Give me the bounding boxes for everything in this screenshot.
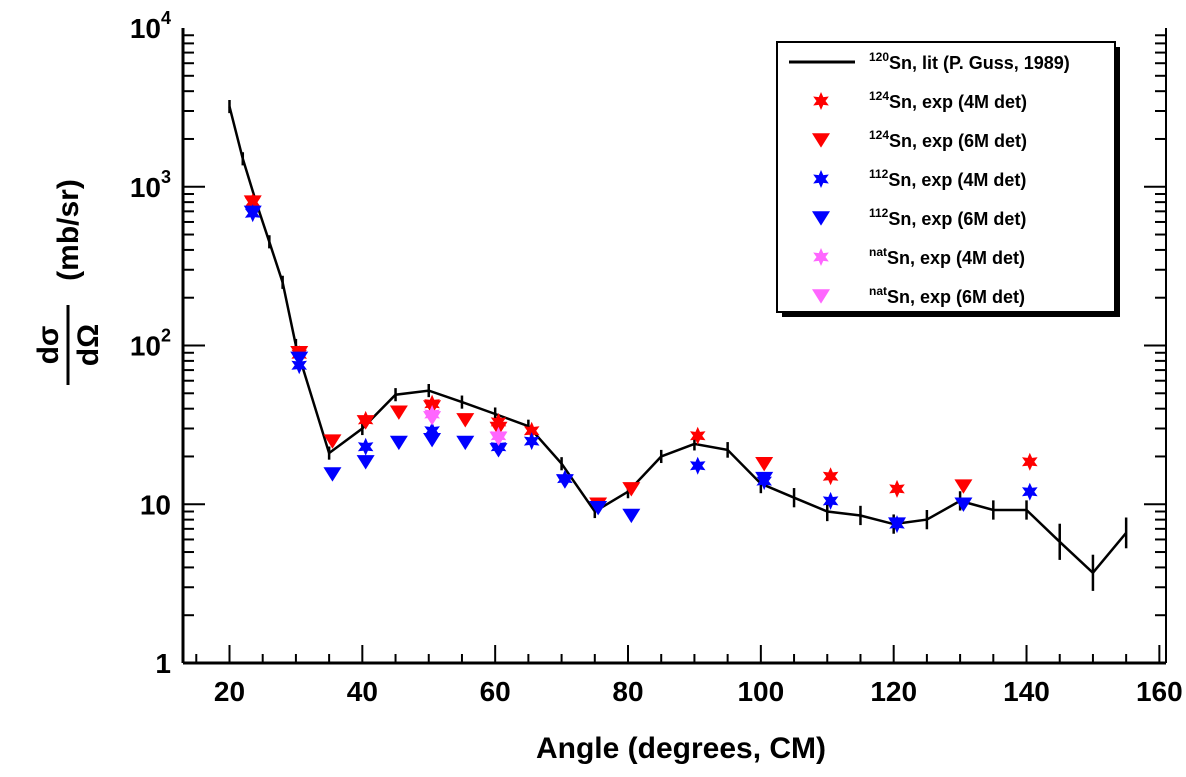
data-point — [690, 426, 706, 445]
x-axis-title: Angle (degrees, CM) — [536, 732, 826, 765]
data-point — [423, 411, 442, 426]
legend: 120Sn, lit (P. Guss, 1989) 124Sn, exp (4M… — [776, 41, 1120, 317]
data-point — [489, 443, 508, 458]
data-point — [243, 205, 262, 220]
data-point — [489, 431, 508, 447]
legend-triangle-marker — [812, 211, 830, 226]
y-tick-label: 104 — [130, 8, 171, 44]
data-point — [888, 517, 907, 532]
data-point — [589, 501, 608, 516]
data-point — [323, 434, 342, 449]
data-point — [290, 351, 309, 366]
data-point — [389, 405, 408, 420]
data-point — [889, 479, 905, 498]
axes-layer: 20 40 60 80 100 120 140 160 1 10 102 103 104 — [130, 8, 1183, 707]
y-tick-label: 1 — [155, 648, 171, 679]
legend-entry-label: natSn, exp (6M det) — [869, 284, 1025, 307]
legend-entry-label: 112Sn, exp (6M det) — [869, 206, 1026, 229]
legend-star-marker — [813, 170, 829, 188]
y-axis-title-unit: (mb/sr) — [52, 179, 85, 281]
data-point — [690, 456, 706, 475]
x-tick-label: 40 — [347, 676, 378, 707]
x-tick-label: 60 — [480, 676, 511, 707]
data-point — [456, 413, 475, 428]
legend-entry-label: 124Sn, exp (4M det) — [869, 89, 1027, 112]
data-point — [523, 421, 540, 440]
data-point — [755, 471, 774, 487]
series-6 — [423, 411, 508, 447]
data-point — [243, 195, 262, 210]
labels-layer: Angle (degrees, CM) dσ dΩ (mb/sr) — [32, 179, 826, 765]
legend-star-marker — [813, 92, 829, 110]
data-point — [389, 435, 408, 451]
legend-star-marker — [813, 248, 829, 266]
y-axis-title-numerator: dσ — [32, 326, 65, 365]
series-4 — [243, 205, 973, 532]
x-tick-label: 100 — [737, 676, 784, 707]
y-tick-label: 103 — [130, 167, 171, 203]
x-tick-label: 160 — [1136, 676, 1183, 707]
x-tick-label: 120 — [870, 676, 917, 707]
data-point — [456, 435, 475, 451]
y-tick-label: 102 — [130, 326, 171, 362]
legend-entry-label: 120Sn, lit (P. Guss, 1989) — [869, 50, 1070, 73]
data-point — [323, 467, 342, 482]
data-point — [523, 432, 540, 451]
data-point — [356, 455, 375, 470]
series-layer — [228, 99, 1128, 591]
data-point — [357, 437, 374, 456]
x-tick-label: 80 — [612, 676, 643, 707]
y-axis-title-denominator: dΩ — [72, 324, 105, 366]
legend-box — [776, 41, 1116, 313]
data-point — [755, 456, 774, 472]
data-point — [954, 479, 973, 494]
data-point — [356, 415, 375, 430]
y-tick-label: 10 — [140, 489, 171, 520]
legend-triangle-marker — [812, 289, 830, 304]
data-point — [423, 432, 442, 448]
data-point — [822, 491, 839, 510]
data-point — [555, 474, 574, 489]
x-tick-label: 140 — [1003, 676, 1050, 707]
data-point — [424, 421, 440, 440]
legend-entry-label: 124Sn, exp (6M det) — [869, 128, 1027, 151]
y-axis-title: dσ dΩ (mb/sr) — [32, 179, 105, 385]
data-point — [954, 497, 973, 512]
x-tick-label: 20 — [214, 676, 245, 707]
data-point — [1022, 482, 1038, 501]
data-point — [822, 467, 839, 486]
data-point — [622, 482, 641, 497]
legend-entry-label: 112Sn, exp (4M det) — [869, 167, 1026, 190]
data-point — [622, 508, 641, 524]
legend-triangle-marker — [812, 133, 830, 148]
legend-entry-label: natSn, exp (4M det) — [869, 245, 1025, 268]
data-point — [1022, 452, 1038, 471]
